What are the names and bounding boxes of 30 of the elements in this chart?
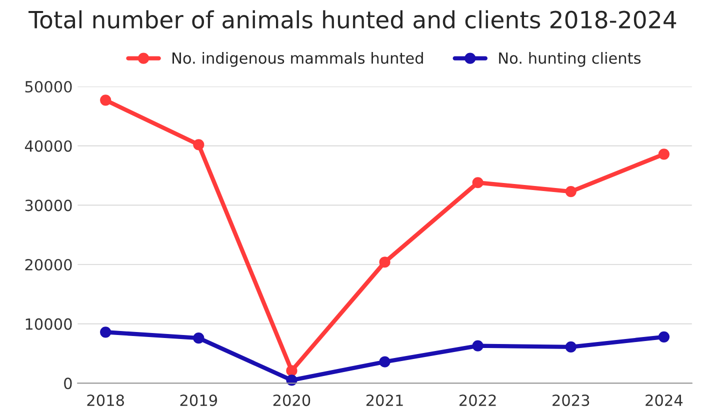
y-tick-label: 10000 (26, 318, 72, 330)
point (565, 186, 576, 198)
point (565, 341, 576, 353)
y-tick-label: 50000 (25, 80, 72, 93)
x-tick-label: 2022 (460, 394, 496, 406)
x-tick-label: 2021 (366, 394, 403, 406)
y-tick-label: 30000 (25, 200, 72, 212)
point (658, 148, 670, 160)
x-tick-label: 2024 (646, 394, 683, 406)
point (286, 374, 298, 386)
legend-label: No. hunting clients (499, 52, 641, 67)
point (193, 332, 204, 344)
x-tick-label: 2023 (552, 394, 590, 406)
x-tick-label: 2020 (273, 394, 310, 406)
point (286, 365, 298, 376)
point (193, 139, 204, 150)
legend-label: No. indigenous mammals hunted (172, 52, 423, 67)
point (379, 356, 390, 368)
y-tick-label: 0 (64, 378, 72, 390)
y-tick-label: 20000 (25, 258, 72, 271)
point (658, 331, 670, 342)
y-tick-label: 40000 (24, 140, 72, 152)
point (100, 94, 112, 106)
point (379, 256, 390, 268)
point (100, 326, 112, 338)
x-tick-label: 2019 (180, 394, 218, 406)
point (472, 177, 484, 188)
chart-title: Total number of animals hunted and clients 2018-2024 (28, 10, 676, 29)
x-tick-label: 2018 (87, 394, 124, 406)
point (472, 340, 484, 352)
